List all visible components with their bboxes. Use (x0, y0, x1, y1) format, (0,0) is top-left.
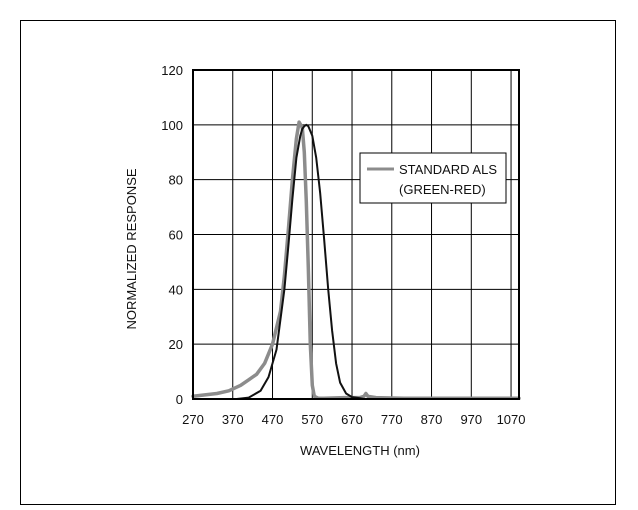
y-tick-label-0: 0 (176, 392, 183, 407)
y-tick-label-4: 80 (169, 173, 183, 188)
y-axis-title: NORMALIZED RESPONSE (124, 168, 139, 329)
y-tick-label-3: 60 (169, 228, 183, 243)
y-tick-label-2: 40 (169, 282, 183, 297)
y-tick-label-1: 20 (169, 337, 183, 352)
legend-box (359, 152, 507, 204)
x-tick-label-7: 970 (460, 412, 482, 427)
x-tick-label-0: 270 (182, 412, 204, 427)
legend-label-line1: STANDARD ALS (399, 162, 497, 177)
chart-frame: 270 370 470 570 670 770 870 970 1070 0 20 40 60 80 10… (20, 20, 616, 505)
x-tick-label-8: 1070 (497, 412, 526, 427)
plot-border (192, 69, 520, 400)
legend-label-line2: (GREEN-RED) (399, 182, 486, 197)
x-axis-title: WAVELENGTH (nm) (300, 443, 420, 458)
series-line-black (235, 123, 520, 400)
grid (193, 70, 519, 399)
y-tick-labels: 0 20 40 60 80 100 120 (161, 63, 183, 407)
x-tick-label-5: 770 (381, 412, 403, 427)
y-tick-label-5: 100 (161, 118, 183, 133)
x-tick-labels: 270 370 470 570 670 770 870 970 1070 (182, 412, 525, 427)
y-tick-label-6: 120 (161, 63, 183, 78)
x-tick-label-4: 670 (341, 412, 363, 427)
x-tick-label-1: 370 (222, 412, 244, 427)
series-layer (191, 120, 521, 400)
x-tick-label-6: 870 (421, 412, 443, 427)
x-tick-label-2: 470 (262, 412, 284, 427)
series-line-standard-als (191, 120, 521, 400)
response-chart: 270 370 470 570 670 770 870 970 1070 0 20 40 60 80 10… (124, 63, 526, 458)
x-tick-label-3: 570 (301, 412, 323, 427)
legend: STANDARD ALS (GREEN-RED) (359, 152, 507, 204)
